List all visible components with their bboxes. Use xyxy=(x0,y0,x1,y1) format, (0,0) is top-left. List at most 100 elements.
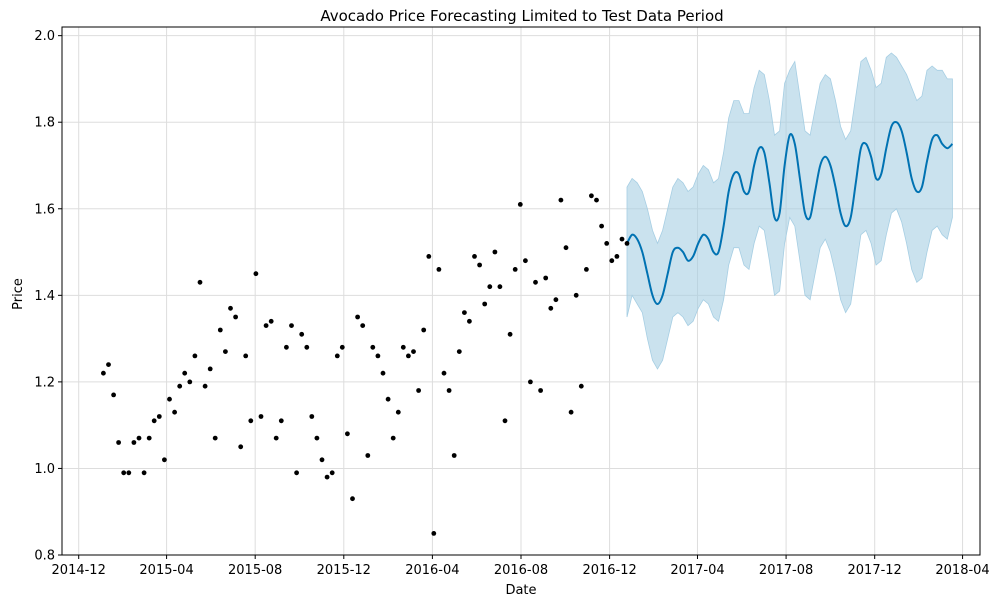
observed-point xyxy=(431,531,437,536)
y-tick-label: 1.2 xyxy=(34,375,55,390)
observed-point xyxy=(126,470,132,476)
observed-point xyxy=(584,267,589,272)
observed-point xyxy=(233,314,239,320)
observed-point xyxy=(273,435,279,441)
x-tick-label: 2014-12 xyxy=(52,563,106,578)
observed-point xyxy=(416,388,421,393)
observed-point xyxy=(517,202,523,207)
observed-point xyxy=(451,453,457,458)
observed-point xyxy=(258,414,264,419)
observed-point xyxy=(167,396,172,402)
observed-point xyxy=(299,331,305,337)
observed-point xyxy=(436,267,442,272)
observed-point xyxy=(319,457,325,463)
observed-point xyxy=(497,284,503,290)
observed-point xyxy=(187,379,193,385)
observed-point xyxy=(182,370,188,376)
observed-point xyxy=(156,414,162,419)
observed-point xyxy=(624,241,630,246)
observed-point xyxy=(390,435,396,441)
observed-point xyxy=(207,366,213,372)
forecast-series xyxy=(626,120,954,306)
observed-point xyxy=(350,496,355,502)
observed-point xyxy=(492,249,498,255)
uncertainty-band xyxy=(626,52,953,370)
observed-point xyxy=(217,327,223,333)
observed-point xyxy=(614,254,620,259)
observed-point xyxy=(411,349,416,354)
observed-point xyxy=(101,370,106,376)
observed-point xyxy=(162,457,167,463)
observed-point xyxy=(355,314,360,320)
observed-point xyxy=(146,435,152,441)
x-tick-label: 2015-12 xyxy=(317,563,371,578)
observed-point xyxy=(482,301,488,307)
observed-point xyxy=(243,353,249,359)
observed-point xyxy=(248,418,254,424)
observed-point xyxy=(548,305,554,311)
observed-point xyxy=(278,418,284,424)
y-axis: 0.8 1.0 1.2 1.4 1.6 1.8 2.0 xyxy=(34,29,62,564)
observed-point xyxy=(294,470,299,476)
observed-point xyxy=(263,323,269,328)
observed-point xyxy=(446,388,452,393)
x-tick-label: 2017-08 xyxy=(759,563,813,578)
observed-point xyxy=(141,470,147,476)
observed-point xyxy=(284,344,289,350)
observed-point xyxy=(223,349,228,354)
observed-point xyxy=(426,254,432,259)
observed-point xyxy=(375,353,381,359)
x-tick-label: 2018-04 xyxy=(935,563,989,578)
observed-point xyxy=(487,284,493,290)
observed-point xyxy=(523,258,528,264)
x-tick-label: 2016-12 xyxy=(582,563,636,578)
observed-point xyxy=(543,275,549,281)
observed-point xyxy=(177,383,183,389)
observed-point xyxy=(604,241,610,246)
observed-point xyxy=(370,344,376,350)
observed-point xyxy=(578,383,584,389)
y-axis-label: Price xyxy=(11,278,26,310)
uncertainty-interval xyxy=(626,52,953,370)
observed-point xyxy=(106,362,111,367)
observed-point xyxy=(228,305,233,311)
observed-point xyxy=(360,323,366,328)
observed-point xyxy=(314,435,320,441)
observed-point xyxy=(380,370,386,376)
observed-point xyxy=(400,344,406,350)
observed-point xyxy=(304,344,310,350)
observed-point xyxy=(395,409,401,415)
observed-point xyxy=(502,418,508,424)
observed-point xyxy=(507,331,513,337)
y-tick-label: 1.6 xyxy=(34,202,55,217)
observed-point xyxy=(339,344,345,350)
chart-title: Avocado Price Forecasting Limited to Tes… xyxy=(320,7,723,25)
observed-series xyxy=(101,193,630,536)
observed-point xyxy=(111,392,116,398)
x-axis-label: Date xyxy=(505,583,536,594)
y-tick-label: 1.8 xyxy=(34,116,55,131)
observed-point xyxy=(589,193,594,199)
observed-point xyxy=(533,279,538,285)
observed-point xyxy=(212,435,218,441)
observed-point xyxy=(289,323,294,328)
observed-point xyxy=(619,236,625,242)
observed-point xyxy=(121,470,127,476)
x-tick-label: 2017-12 xyxy=(848,563,902,578)
observed-point xyxy=(268,318,274,324)
observed-point xyxy=(172,409,178,415)
observed-point xyxy=(136,435,142,441)
observed-point xyxy=(131,440,137,445)
observed-point xyxy=(253,271,259,277)
observed-point xyxy=(553,297,559,303)
observed-point xyxy=(385,396,391,402)
y-tick-label: 0.8 xyxy=(34,549,55,564)
observed-point xyxy=(472,254,477,259)
observed-point xyxy=(421,327,427,333)
y-tick-label: 1.4 xyxy=(34,289,55,304)
observed-point xyxy=(594,197,599,203)
x-tick-label: 2017-04 xyxy=(670,563,724,578)
observed-point xyxy=(477,262,482,268)
observed-point xyxy=(192,353,198,359)
